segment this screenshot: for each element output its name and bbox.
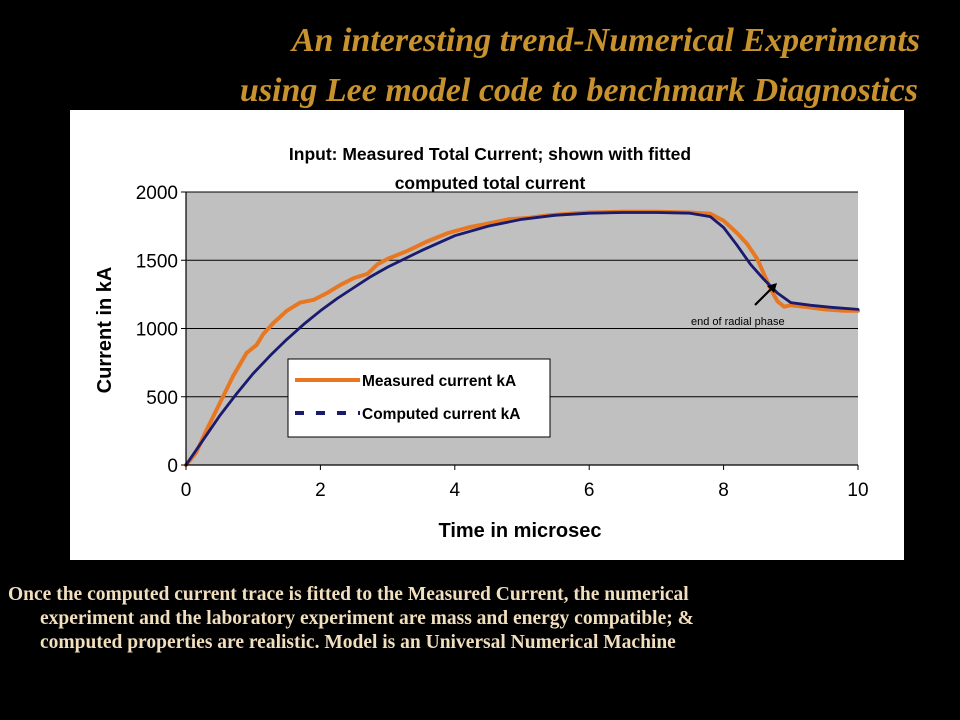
x-tick-label: 8	[718, 480, 729, 501]
slide-title-line-2: using Lee model code to benchmark Diagno…	[239, 72, 918, 109]
y-tick-label: 1000	[136, 320, 178, 341]
legend: Measured current kA Computed current kA	[287, 358, 551, 438]
x-tick-label: 0	[181, 480, 192, 501]
y-tick-label: 2000	[136, 183, 178, 204]
chart-title-line-1: Input: Measured Total Current; shown wit…	[289, 144, 691, 164]
y-axis-label: Current in kA	[94, 267, 116, 394]
legend-box	[287, 358, 551, 438]
annotation-text: end of radial phase	[691, 316, 785, 328]
caption-line-1: Once the computed current trace is fitte…	[8, 584, 689, 605]
x-tick-label: 2	[315, 480, 326, 501]
series-line-computed	[184, 211, 860, 467]
caption-line-2: experiment and the laboratory experiment…	[40, 608, 694, 629]
x-axis-label: Time in microsec	[438, 520, 601, 542]
x-tick-label: 6	[584, 480, 595, 501]
caption-line-3: computed properties are realistic. Model…	[40, 632, 676, 653]
chart-title-line-2: computed total current	[395, 173, 586, 193]
legend-label-computed: Computed current kA	[362, 406, 520, 423]
current-chart: 0 500 1000 1500 2000 0 2 4 6 8 10 Input: Measured …	[94, 144, 869, 542]
y-tick-label: 0	[167, 456, 178, 477]
y-tick-label: 1500	[136, 251, 178, 272]
chart-panel: 0 500 1000 1500 2000 0 2 4 6 8 10 Input: Measured …	[70, 110, 904, 560]
y-tick-label: 500	[146, 388, 178, 409]
x-tick-label: 4	[450, 480, 461, 501]
annotation-arrow	[754, 286, 774, 306]
slide-title-line-1: An interesting trend-Numerical Experimen…	[291, 22, 920, 59]
annotation-arrowhead	[767, 283, 777, 293]
x-tick-label: 10	[847, 480, 868, 501]
legend-label-measured: Measured current kA	[362, 373, 516, 390]
annotation: end of radial phase	[691, 283, 785, 328]
